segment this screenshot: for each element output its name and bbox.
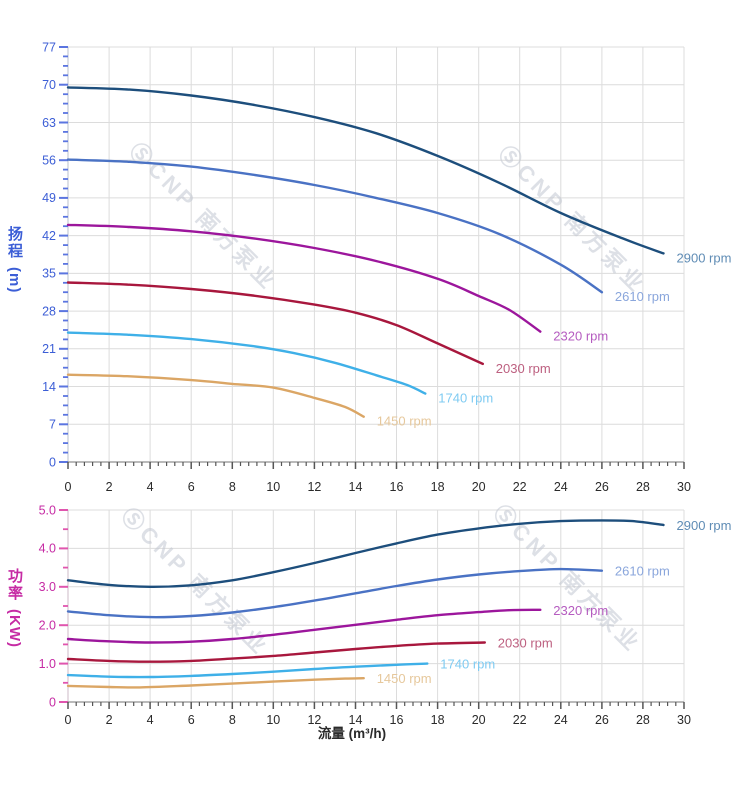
- power-y-tick-label: 4.0: [39, 542, 56, 556]
- power-curve-label-2030rpm: 2030 rpm: [498, 636, 553, 651]
- power-curve-1740rpm: [66, 662, 429, 679]
- head-y-tick-label: 7: [49, 418, 56, 432]
- head-y-tick-label: 35: [42, 267, 56, 281]
- head-curve-1450rpm: [66, 373, 365, 418]
- head-x-tick-label: 10: [266, 480, 280, 494]
- head-curve-label-2320rpm: 2320 rpm: [553, 329, 608, 344]
- head-x-tick-label: 18: [431, 480, 445, 494]
- watermark-text-1: ⓈCNP 南方泵业: [493, 141, 651, 299]
- head-axis-unit: (m): [6, 267, 23, 294]
- power-curve-label-2900rpm: 2900 rpm: [677, 518, 732, 533]
- head-curve-label-1450rpm: 1450 rpm: [377, 414, 432, 429]
- head-y-tick-label: 77: [42, 40, 56, 54]
- power-x-tick-label: 24: [554, 713, 568, 727]
- head-x-tick-label: 16: [390, 480, 404, 494]
- power-x-tick-label: 12: [307, 713, 321, 727]
- head-axis-title-text: 扬程: [6, 226, 23, 260]
- power-x-tick-label: 14: [349, 713, 363, 727]
- power-x-tick-label: 0: [65, 713, 72, 727]
- head-y-tick-label: 0: [49, 455, 56, 469]
- head-x-tick-label: 24: [554, 480, 568, 494]
- power-x-tick-label: 2: [106, 713, 113, 727]
- head-x-tick-label: 26: [595, 480, 609, 494]
- head-x-tick-label: 2: [106, 480, 113, 494]
- power-axis-unit: (KW): [6, 609, 23, 648]
- head-y-tick-label: 49: [42, 191, 56, 205]
- head-curve-1740rpm: [66, 331, 427, 395]
- power-y-tick-label: 0: [49, 695, 56, 709]
- watermark-text-0: ⓈCNP 南方泵业: [124, 138, 282, 296]
- head-x-tick-label: 20: [472, 480, 486, 494]
- power-x-tick-label: 18: [431, 713, 445, 727]
- power-curve-label-2610rpm: 2610 rpm: [615, 564, 670, 579]
- head-x-tick-label: 4: [147, 480, 154, 494]
- head-x-tick-label: 22: [513, 480, 527, 494]
- head-x-tick-label: 30: [677, 480, 691, 494]
- power-x-tick-label: 20: [472, 713, 486, 727]
- head-curve-2610rpm: [66, 158, 604, 294]
- head-x-tick-label: 12: [307, 480, 321, 494]
- head-y-tick-label: 56: [42, 154, 56, 168]
- power-x-tick-label: 16: [390, 713, 404, 727]
- power-x-tick-label: 28: [636, 713, 650, 727]
- head-y-tick-label: 63: [42, 116, 56, 130]
- power-curve-1450rpm: [66, 677, 365, 689]
- power-y-tick-label: 1.0: [39, 657, 56, 671]
- power-axis-title: 功率 (KW): [6, 568, 23, 648]
- head-x-tick-label: 0: [65, 480, 72, 494]
- head-x-tick-label: 28: [636, 480, 650, 494]
- head-curve-label-2030rpm: 2030 rpm: [496, 361, 551, 376]
- power-x-tick-label: 10: [266, 713, 280, 727]
- head-y-tick-label: 28: [42, 304, 56, 318]
- power-y-tick-label: 2.0: [39, 619, 56, 633]
- head-x-tick-label: 8: [229, 480, 236, 494]
- power-curve-2320rpm: [66, 608, 542, 644]
- flow-axis-title: 流量 (m³/h): [317, 726, 387, 741]
- power-curve-label-1740rpm: 1740 rpm: [440, 657, 495, 672]
- head-curve-2320rpm: [66, 223, 542, 333]
- head-x-tick-label: 6: [188, 480, 195, 494]
- power-curve-label-1450rpm: 1450 rpm: [377, 671, 432, 686]
- head-y-tick-label: 70: [42, 78, 56, 92]
- head-axis-title: 扬程 (m): [6, 226, 23, 294]
- curves-layer: [66, 86, 665, 689]
- power-x-tick-label: 26: [595, 713, 609, 727]
- power-y-tick-label: 3.0: [39, 580, 56, 594]
- power-curve-2610rpm: [66, 567, 604, 619]
- power-x-tick-label: 6: [188, 713, 195, 727]
- power-x-tick-label: 4: [147, 713, 154, 727]
- head-x-tick-label: 14: [349, 480, 363, 494]
- head-y-tick-label: 21: [42, 342, 56, 356]
- power-curve-2900rpm: [66, 519, 665, 589]
- power-axis-title-text: 功率: [6, 568, 23, 602]
- head-curve-2030rpm: [66, 281, 484, 366]
- power-curve-label-2320rpm: 2320 rpm: [553, 603, 608, 618]
- power-x-tick-label: 30: [677, 713, 691, 727]
- head-y-tick-label: 42: [42, 229, 56, 243]
- head-curve-label-2610rpm: 2610 rpm: [615, 289, 670, 304]
- power-x-tick-label: 22: [513, 713, 527, 727]
- head-curve-2900rpm: [66, 86, 665, 255]
- power-x-tick-label: 8: [229, 713, 236, 727]
- head-curve-label-2900rpm: 2900 rpm: [677, 250, 732, 265]
- head-curve-label-1740rpm: 1740 rpm: [438, 391, 493, 406]
- power-curve-2030rpm: [66, 641, 486, 663]
- head-y-tick-label: 14: [42, 380, 56, 394]
- power-y-tick-label: 5.0: [39, 503, 56, 517]
